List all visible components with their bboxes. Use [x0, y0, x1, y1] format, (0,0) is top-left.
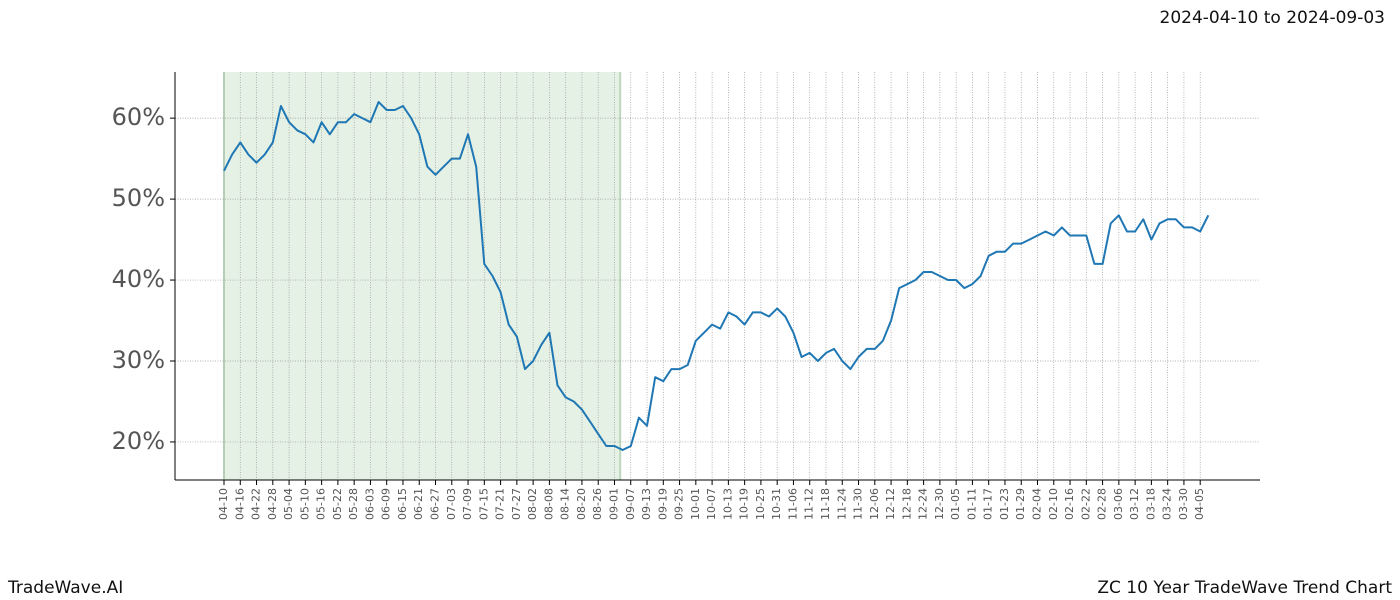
- x-tick-label: 01-05: [949, 488, 962, 520]
- x-tick-label: 04-16: [233, 488, 246, 520]
- x-tick-label: 08-08: [542, 488, 555, 520]
- x-tick-label: 09-25: [673, 488, 686, 520]
- x-tick-label: 08-02: [526, 488, 539, 520]
- x-tick-label: 06-21: [412, 488, 425, 520]
- x-tick-label: 08-14: [559, 488, 572, 520]
- chart-title: 2024-04-10 to 2024-09-03: [1160, 8, 1385, 28]
- footer-right: ZC 10 Year TradeWave Trend Chart: [1097, 578, 1392, 598]
- x-tick-label: 07-21: [494, 488, 507, 520]
- x-tick-label: 01-23: [998, 488, 1011, 520]
- x-tick-label: 04-28: [266, 488, 279, 520]
- x-tick-label: 03-30: [1177, 488, 1190, 520]
- x-tick-label: 12-12: [884, 488, 897, 520]
- x-tick-label: 11-06: [786, 488, 799, 520]
- x-tick-label: 03-24: [1161, 488, 1174, 520]
- x-tick-label: 07-09: [461, 488, 474, 520]
- y-tick-label: 40%: [112, 265, 165, 293]
- x-tick-label: 08-26: [591, 488, 604, 520]
- x-tick-label: 09-13: [640, 488, 653, 520]
- x-tick-label: 03-12: [1128, 488, 1141, 520]
- x-tick-label: 06-09: [380, 488, 393, 520]
- x-tick-label: 07-03: [445, 488, 458, 520]
- x-tick-label: 10-01: [689, 488, 702, 520]
- x-tick-label: 01-17: [982, 488, 995, 520]
- x-tick-label: 05-04: [282, 488, 295, 520]
- x-tick-label: 10-13: [721, 488, 734, 520]
- x-tick-label: 02-10: [1047, 488, 1060, 520]
- x-tick-label: 09-01: [607, 488, 620, 520]
- y-tick-label: 20%: [112, 427, 165, 455]
- x-tick-label: 10-31: [770, 488, 783, 520]
- x-tick-label: 03-18: [1144, 488, 1157, 520]
- x-tick-label: 01-11: [965, 488, 978, 520]
- x-tick-label: 09-07: [624, 488, 637, 520]
- x-tick-label: 03-06: [1112, 488, 1125, 520]
- x-tick-label: 12-24: [917, 488, 930, 520]
- y-tick-label: 30%: [112, 346, 165, 374]
- x-tick-label: 06-03: [363, 488, 376, 520]
- x-tick-label: 07-15: [477, 488, 490, 520]
- x-tick-label: 10-25: [754, 488, 767, 520]
- x-tick-label: 11-18: [819, 488, 832, 520]
- x-tick-label: 01-29: [1014, 488, 1027, 520]
- x-tick-label: 06-27: [429, 488, 442, 520]
- x-tick-label: 07-27: [510, 488, 523, 520]
- x-tick-label: 09-19: [656, 488, 669, 520]
- x-tick-label: 11-12: [803, 488, 816, 520]
- x-tick-label: 12-06: [868, 488, 881, 520]
- x-tick-label: 06-15: [396, 488, 409, 520]
- x-tick-label: 04-10: [217, 488, 230, 520]
- x-tick-label: 12-30: [933, 488, 946, 520]
- x-tick-label: 02-04: [1031, 488, 1044, 520]
- x-tick-label: 02-16: [1063, 488, 1076, 520]
- footer-left: TradeWave.AI: [7, 578, 123, 598]
- trend-line: [223, 101, 1210, 451]
- x-tick-label: 02-22: [1079, 488, 1092, 520]
- x-tick-label: 04-05: [1193, 488, 1206, 520]
- x-tick-label: 10-19: [738, 488, 751, 520]
- x-tick-label: 05-22: [331, 488, 344, 520]
- x-tick-label: 04-22: [250, 488, 263, 520]
- y-tick-label: 60%: [112, 103, 165, 131]
- x-tick-label: 08-20: [575, 488, 588, 520]
- x-tick-label: 11-30: [852, 488, 865, 520]
- x-tick-label: 10-07: [705, 488, 718, 520]
- x-tick-label: 02-28: [1096, 488, 1109, 520]
- x-tick-label: 12-18: [900, 488, 913, 520]
- x-tick-label: 05-16: [315, 488, 328, 520]
- x-tick-label: 05-10: [298, 488, 311, 520]
- highlight-range: [224, 72, 621, 480]
- x-tick-label: 11-24: [835, 488, 848, 520]
- x-tick-label: 05-28: [347, 488, 360, 520]
- y-tick-label: 50%: [112, 184, 165, 212]
